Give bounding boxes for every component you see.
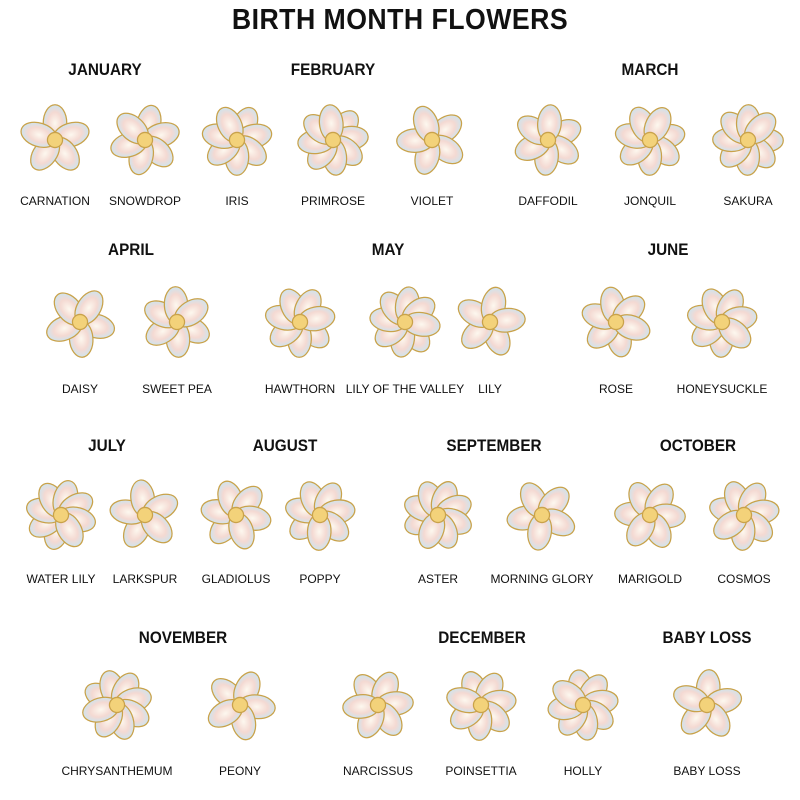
flower-label-sakura: SAKURA: [723, 194, 773, 208]
month-heading-august: AUGUST: [252, 436, 318, 455]
flower-label-baby-loss: BABY LOSS: [673, 764, 741, 778]
hawthorn-flower-icon: [258, 280, 342, 364]
month-heading-november: NOVEMBER: [138, 628, 228, 647]
page-title: BIRTH MONTH FLOWERS: [231, 4, 569, 36]
flower-label-jonquil: JONQUIL: [623, 194, 677, 208]
sweet-pea-flower-icon: [135, 280, 219, 364]
flower-label-lily-of-the-valley: LILY OF THE VALLEY: [345, 382, 465, 396]
flower-label-snowdrop: SNOWDROP: [109, 194, 181, 208]
water-lily-flower-icon: [19, 473, 103, 557]
flower-label-water-lily: WATER LILY: [26, 572, 96, 586]
month-heading-february: FEBRUARY: [290, 60, 376, 79]
daffodil-flower-icon: [506, 98, 590, 182]
iris-flower-icon: [195, 98, 279, 182]
chrysanthemum-flower-icon: [75, 663, 159, 747]
flower-label-lily: LILY: [478, 382, 502, 396]
carnation-flower-icon: [13, 98, 97, 182]
flower-label-primrose: PRIMROSE: [300, 194, 366, 208]
poinsettia-flower-icon: [439, 663, 523, 747]
flower-label-aster: ASTER: [417, 572, 459, 586]
morning-glory-flower-icon: [500, 473, 584, 557]
flower-label-gladiolus: GLADIOLUS: [201, 572, 271, 586]
marigold-flower-icon: [608, 473, 692, 557]
flower-label-holly: HOLLY: [563, 764, 603, 778]
flower-label-cosmos: COSMOS: [717, 572, 771, 586]
flower-label-hawthorn: HAWTHORN: [264, 382, 336, 396]
lily-flower-icon: [448, 280, 532, 364]
primrose-flower-icon: [291, 98, 375, 182]
flower-label-honeysuckle: HONEYSUCKLE: [676, 382, 768, 396]
honeysuckle-flower-icon: [680, 280, 764, 364]
snowdrop-flower-icon: [103, 98, 187, 182]
poppy-flower-icon: [278, 473, 362, 557]
flower-label-violet: VIOLET: [410, 194, 454, 208]
flower-label-marigold: MARIGOLD: [617, 572, 683, 586]
month-heading-december: DECEMBER: [438, 628, 526, 647]
flower-label-poinsettia: POINSETTIA: [445, 764, 517, 778]
flower-label-daisy: DAISY: [61, 382, 99, 396]
flower-label-sweet-pea: SWEET PEA: [142, 382, 212, 396]
sakura-flower-icon: [706, 98, 790, 182]
month-heading-may: MAY: [371, 240, 405, 259]
month-heading-april: APRIL: [108, 240, 154, 259]
flower-label-peony: PEONY: [218, 764, 262, 778]
month-heading-october: OCTOBER: [659, 436, 737, 455]
violet-flower-icon: [390, 98, 474, 182]
flower-label-poppy: POPPY: [299, 572, 341, 586]
flower-label-morning-glory: MORNING GLORY: [490, 572, 594, 586]
jonquil-flower-icon: [608, 98, 692, 182]
flower-label-carnation: CARNATION: [20, 194, 90, 208]
flower-label-larkspur: LARKSPUR: [112, 572, 178, 586]
flower-label-rose: ROSE: [598, 382, 634, 396]
flower-label-daffodil: DAFFODIL: [518, 194, 578, 208]
month-heading-baby-loss: BABY LOSS: [662, 628, 752, 647]
month-heading-june: JUNE: [647, 240, 689, 259]
month-heading-july: JULY: [88, 436, 126, 455]
holly-flower-icon: [541, 663, 625, 747]
month-heading-january: JANUARY: [68, 60, 142, 79]
narcissus-flower-icon: [336, 663, 420, 747]
gladiolus-flower-icon: [194, 473, 278, 557]
flower-label-iris: IRIS: [225, 194, 249, 208]
peony-flower-icon: [198, 663, 282, 747]
month-heading-september: SEPTEMBER: [446, 436, 542, 455]
larkspur-flower-icon: [103, 473, 187, 557]
baby-loss-flower-icon: [665, 663, 749, 747]
rose-flower-icon: [574, 280, 658, 364]
flower-label-chrysanthemum: CHRYSANTHEMUM: [61, 764, 173, 778]
cosmos-flower-icon: [702, 473, 786, 557]
lily-of-the-valley-flower-icon: [363, 280, 447, 364]
aster-flower-icon: [396, 473, 480, 557]
flower-label-narcissus: NARCISSUS: [342, 764, 414, 778]
daisy-flower-icon: [38, 280, 122, 364]
month-heading-march: MARCH: [621, 60, 679, 79]
